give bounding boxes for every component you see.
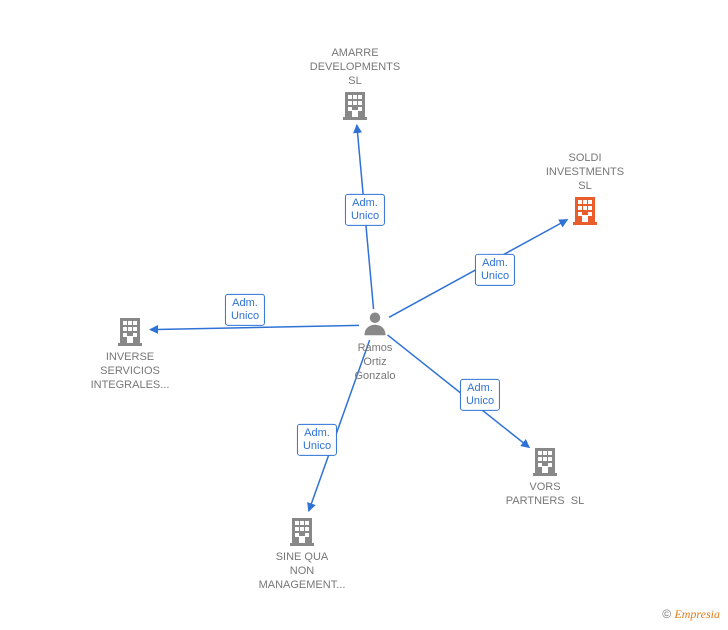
node-label: INVERSE SERVICIOS INTEGRALES... <box>70 351 190 392</box>
edge-label: Adm. Unico <box>345 194 385 226</box>
credit: © Empresia <box>662 607 720 622</box>
node-vors: VORS PARTNERS SL <box>485 444 605 509</box>
center-node: Ramos Ortiz Gonzalo <box>315 309 435 383</box>
building-icon <box>295 88 415 125</box>
credit-brand: Empresia <box>674 607 720 621</box>
building-icon <box>70 314 190 351</box>
edge-label: Adm. Unico <box>225 294 265 326</box>
edge-label: Adm. Unico <box>297 424 337 456</box>
building-icon <box>242 514 362 551</box>
node-label: SOLDI INVESTMENTS SL <box>525 152 645 193</box>
node-label: AMARRE DEVELOPMENTS SL <box>295 47 415 88</box>
building-icon <box>525 193 645 230</box>
node-label: VORS PARTNERS SL <box>485 481 605 509</box>
person-icon <box>315 309 435 342</box>
node-soldi: SOLDI INVESTMENTS SL <box>525 152 645 230</box>
credit-copyright: © <box>662 607 671 621</box>
edge-label: Adm. Unico <box>475 254 515 286</box>
node-label: Ramos Ortiz Gonzalo <box>315 342 435 383</box>
node-label: SINE QUA NON MANAGEMENT... <box>242 551 362 592</box>
building-icon <box>485 444 605 481</box>
node-inverse: INVERSE SERVICIOS INTEGRALES... <box>70 314 190 392</box>
network-diagram: Ramos Ortiz Gonzalo AMARRE DEVELOPMENTS S… <box>0 0 728 630</box>
node-amarre: AMARRE DEVELOPMENTS SL <box>295 47 415 125</box>
edge-label: Adm. Unico <box>460 379 500 411</box>
node-sine: SINE QUA NON MANAGEMENT... <box>242 514 362 592</box>
